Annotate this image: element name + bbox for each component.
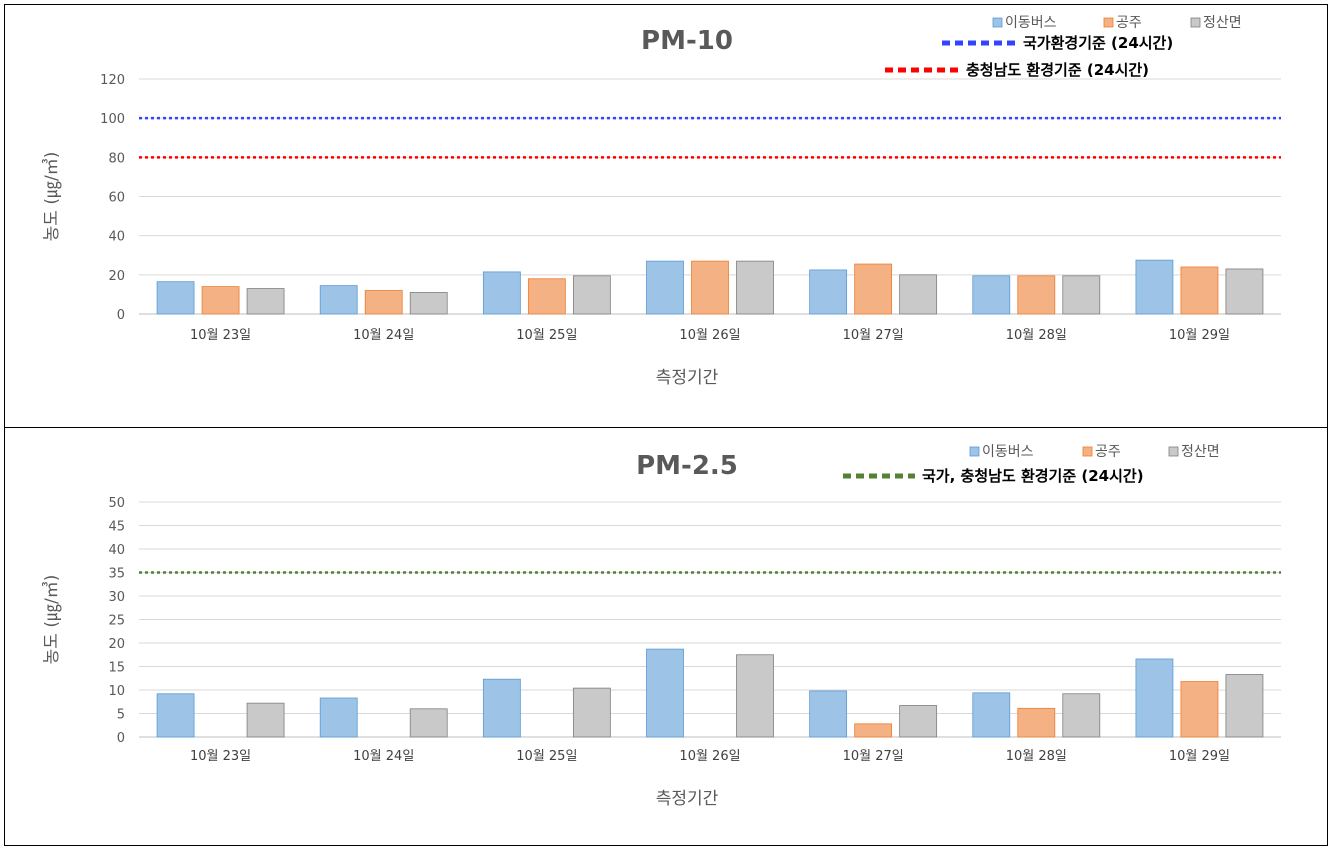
pm25-y-tick-label: 25 <box>108 614 125 629</box>
pm25-x-tick-label: 10월 26일 <box>679 749 740 764</box>
pm25-y-tick-label: 30 <box>108 590 125 605</box>
pm10-standard-legend-label: 충청남도 환경기준 (24시간) <box>966 61 1149 79</box>
pm10-x-tick-label: 10월 27일 <box>843 328 904 343</box>
pm25-bar <box>854 723 893 738</box>
pm25-chart: 0 5 10 15 20 25 30 35 40 45 50 10월 23일 10월 24일 10월 25… <box>42 444 1281 809</box>
pm25-y-axis-title: 농도 (㎍/㎥) <box>42 575 62 665</box>
pm25-x-tick-label: 10월 27일 <box>843 749 904 764</box>
pm25-bar <box>1180 681 1219 738</box>
pm10-bar <box>1135 259 1174 315</box>
pm25-x-tick-label: 10월 25일 <box>516 749 577 764</box>
pm25-y-tick-label: 45 <box>108 520 125 535</box>
pm25-bar <box>809 690 848 738</box>
pm25-bar <box>246 702 285 738</box>
pm10-bar <box>1180 266 1219 315</box>
pm10-bar <box>156 281 195 315</box>
pm10-legend-swatch <box>992 17 1003 28</box>
pm25-chart-panel: 0 5 10 15 20 25 30 35 40 45 50 10월 23일 10월 24일 10월 25… <box>4 427 1328 846</box>
pm25-legend-label: 이동버스 <box>982 444 1034 460</box>
pm25-y-tick-label: 15 <box>108 661 125 676</box>
pm10-legend-label: 정산면 <box>1203 15 1242 31</box>
pm10-y-tick-label: 0 <box>117 308 125 323</box>
pm10-legend-label: 이동버스 <box>1005 15 1057 31</box>
pm10-x-tick-label: 10월 25일 <box>516 328 577 343</box>
pm10-legend-label: 공주 <box>1116 15 1142 31</box>
pm10-bar <box>201 286 240 315</box>
pm25-x-axis-title: 측정기간 <box>656 789 719 809</box>
pm25-legend-label: 정산면 <box>1181 444 1220 460</box>
pm10-bar <box>527 278 566 315</box>
pm25-legend-swatch <box>1168 446 1179 457</box>
pm25-y-tick-label: 20 <box>108 637 125 652</box>
pm10-bar <box>572 275 611 315</box>
pm25-bar <box>572 687 611 738</box>
pm25-x-tick-label: 10월 24일 <box>353 749 414 764</box>
pm10-x-tick-label: 10월 26일 <box>679 328 740 343</box>
pm25-bar <box>736 654 774 738</box>
pm25-standard-legend-label: 국가, 충청남도 환경기준 (24시간) <box>922 467 1144 485</box>
pm10-bar <box>854 263 893 315</box>
pm10-bar <box>246 288 285 315</box>
pm10-bar <box>736 260 774 315</box>
pm10-y-tick-label: 80 <box>108 151 125 166</box>
pm25-bar <box>409 708 448 738</box>
pm25-x-tick-label: 10월 23일 <box>190 749 251 764</box>
pm10-x-tick-label: 10월 28일 <box>1006 328 1067 343</box>
pm25-bar <box>1225 674 1264 738</box>
pm10-bar <box>1225 268 1264 315</box>
pm25-y-tick-label: 40 <box>108 543 125 558</box>
pm10-y-tick-label: 120 <box>100 73 125 88</box>
pm10-bar <box>482 271 521 315</box>
pm25-bar <box>1017 707 1056 738</box>
pm25-legend-swatch <box>969 446 980 457</box>
pm10-y-tick-label: 40 <box>108 230 125 245</box>
pm10-bar <box>899 274 938 315</box>
pm25-chart-title: PM-2.5 <box>636 451 738 481</box>
pm25-bar <box>482 678 521 738</box>
pm10-y-tick-label: 60 <box>108 191 125 206</box>
pm25-bar <box>646 648 684 738</box>
pm25-y-tick-label: 50 <box>108 496 125 511</box>
pm10-x-tick-label: 10월 29일 <box>1169 328 1230 343</box>
pm10-bar <box>646 260 684 315</box>
pm10-bar <box>319 285 358 315</box>
pm10-x-tick-label: 10월 23일 <box>190 328 251 343</box>
pm10-legend-swatch <box>1190 17 1201 28</box>
pm10-bar <box>1017 275 1056 315</box>
pm25-x-tick-label: 10월 28일 <box>1006 749 1067 764</box>
pm25-y-tick-label: 10 <box>108 684 125 699</box>
pm10-bar <box>1062 275 1101 315</box>
pm10-bar <box>691 260 729 315</box>
pm10-bar <box>972 275 1011 315</box>
pm10-standard-legend-label: 국가환경기준 (24시간) <box>1023 34 1173 52</box>
pm10-bar <box>364 290 403 315</box>
pm25-bar <box>1062 693 1101 738</box>
pm10-x-axis-title: 측정기간 <box>656 368 719 388</box>
pm25-y-tick-label: 35 <box>108 567 125 582</box>
pm25-legend-swatch <box>1082 446 1093 457</box>
pm10-bar <box>409 292 448 315</box>
pm25-legend-label: 공주 <box>1095 444 1121 460</box>
pm25-bar <box>319 697 358 738</box>
pm25-x-tick-label: 10월 29일 <box>1169 749 1230 764</box>
pm25-y-tick-label: 0 <box>117 731 125 746</box>
pm25-y-tick-label: 5 <box>117 708 125 723</box>
pm10-chart: 0 20 40 60 80 100 120 10월 23일 10월 24일 10월 25일 10월 … <box>42 15 1281 388</box>
pm10-chart-panel: 0 20 40 60 80 100 120 10월 23일 10월 24일 10월 25일 10월 … <box>4 4 1328 428</box>
pm10-bar <box>809 269 848 315</box>
pm10-y-axis-title: 농도 (㎍/㎥) <box>42 152 62 242</box>
pm25-bar <box>1135 658 1174 738</box>
pm10-y-tick-label: 20 <box>108 269 125 284</box>
pm25-bar <box>156 693 195 738</box>
pm10-x-tick-label: 10월 24일 <box>353 328 414 343</box>
pm25-bar <box>899 705 938 738</box>
pm10-chart-title: PM-10 <box>641 26 733 56</box>
pm10-y-tick-label: 100 <box>100 112 125 127</box>
pm10-legend-swatch <box>1103 17 1114 28</box>
pm25-bar <box>972 692 1011 738</box>
